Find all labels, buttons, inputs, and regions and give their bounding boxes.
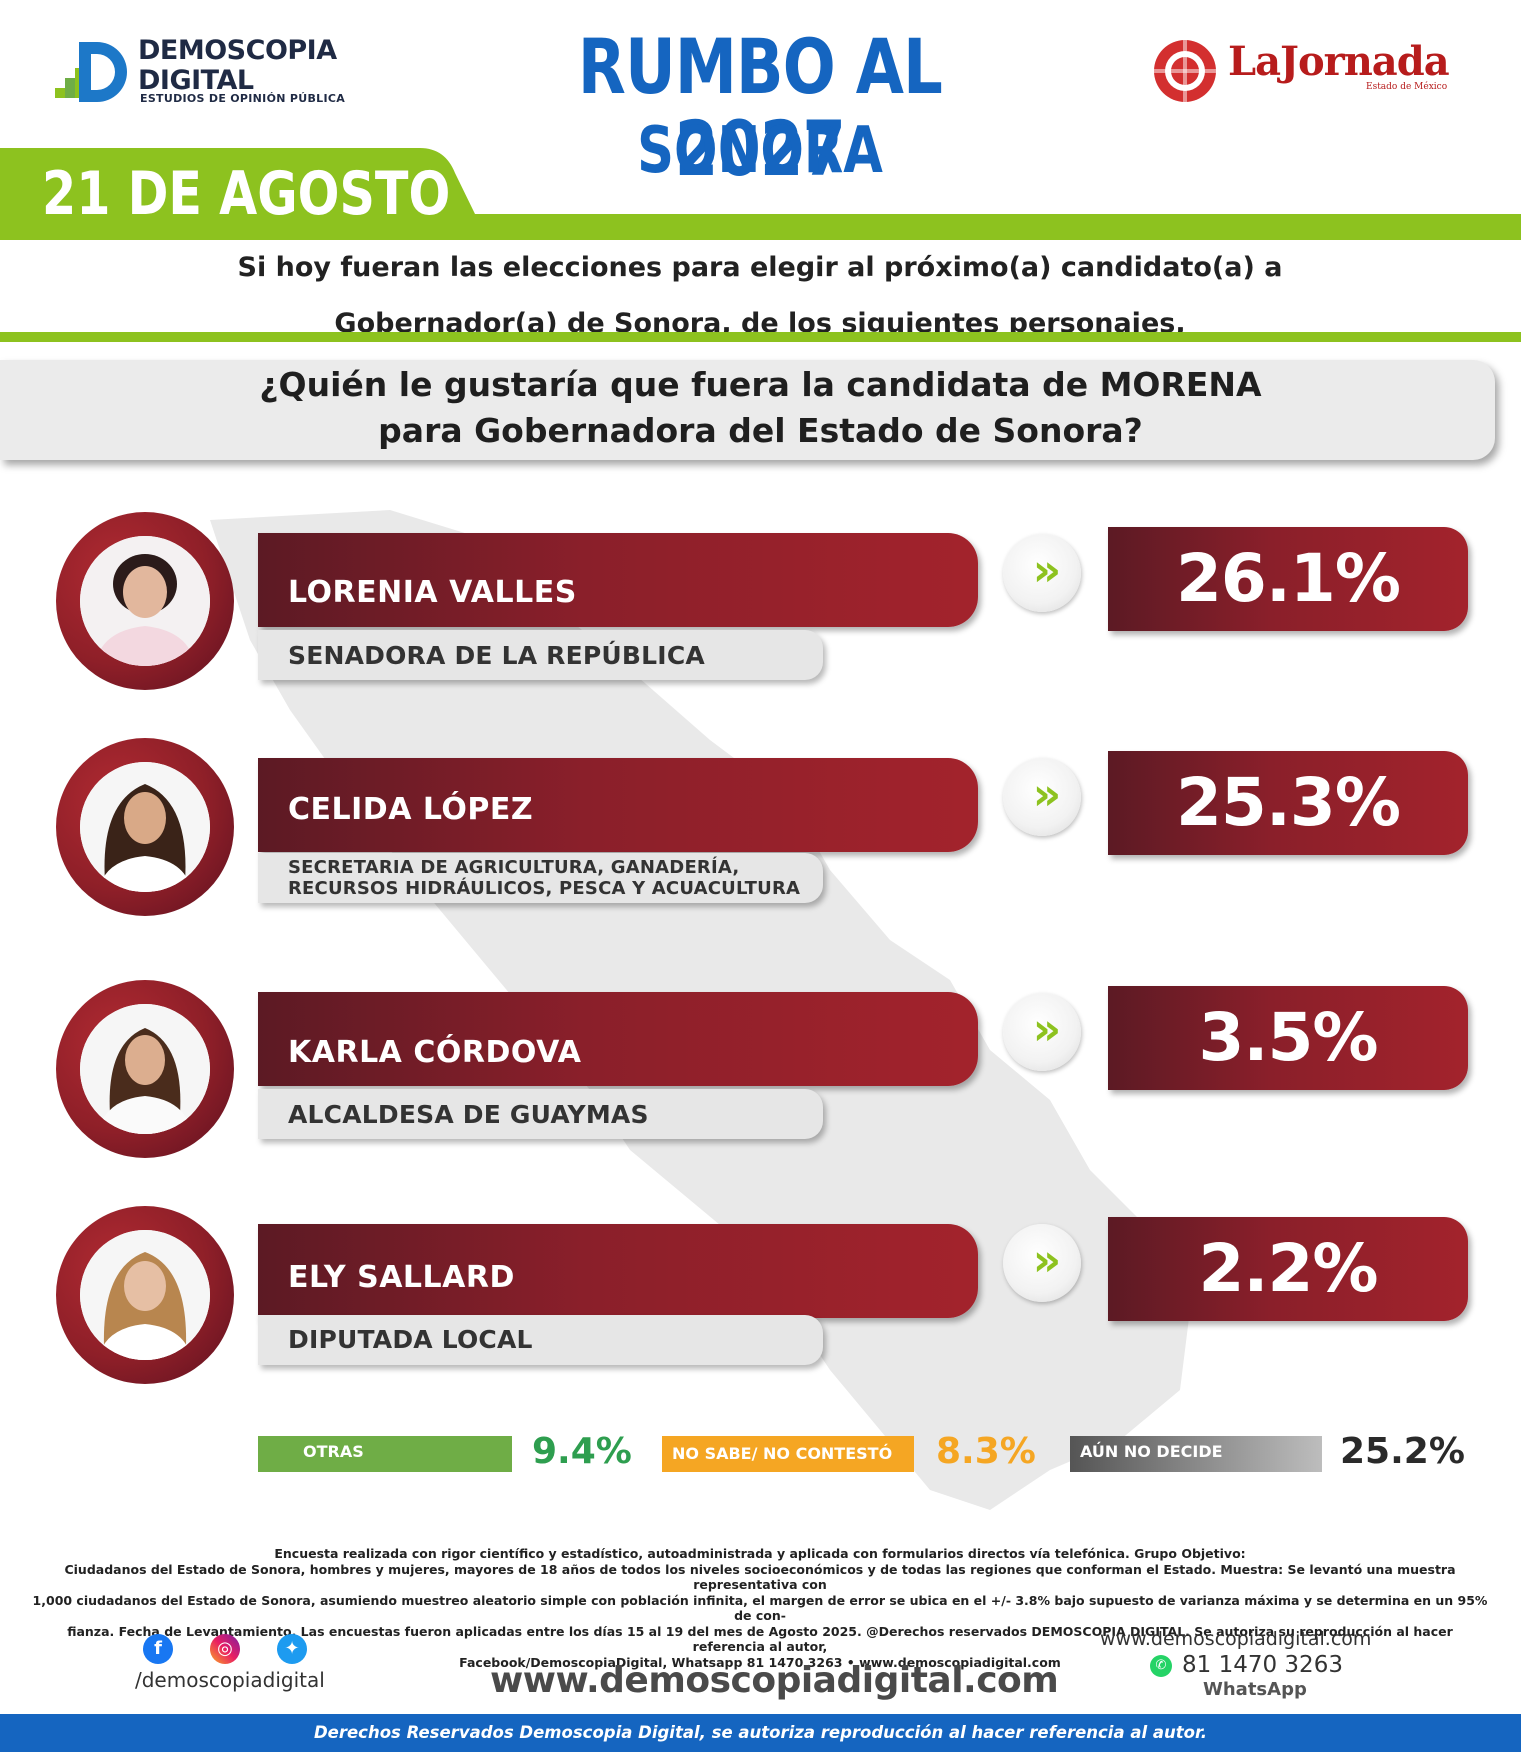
candidate-role: ALCALDESA DE GUAYMAS — [288, 1100, 649, 1129]
green-divider — [0, 214, 1521, 240]
candidate-role-line-1: SECRETARIA DE AGRICULTURA, GANADERÍA, — [288, 857, 740, 878]
pct-bar — [1108, 986, 1468, 1090]
facebook-icon[interactable]: f — [143, 1634, 173, 1664]
candidate-name: ELY SALLARD — [288, 1260, 515, 1295]
others-bar — [258, 1436, 512, 1472]
methodology-note: Encuesta realizada con rigor científico … — [30, 1546, 1490, 1670]
methodology-line-4: fianza. Fecha de Levantamiento. Las encu… — [67, 1623, 1453, 1655]
role-bar — [258, 1315, 823, 1365]
website-link[interactable]: www.demoscopiadigital.com — [490, 1660, 1059, 1701]
whatsapp-icon[interactable]: ✆ — [1150, 1655, 1172, 1677]
others-value: 9.4% — [532, 1431, 632, 1472]
no-answer-label: NO SABE/ NO CONTESTÓ — [672, 1444, 893, 1463]
name-bar — [258, 533, 978, 627]
survey-date: 21 DE AGOSTO — [42, 159, 451, 229]
question-line-2: para Gobernadora del Estado de Sonora? — [378, 411, 1143, 450]
candidate-photo — [56, 1206, 234, 1384]
candidate-name: CELIDA LÓPEZ — [288, 792, 534, 827]
portrait-frame — [80, 536, 210, 666]
pct-bar — [1108, 751, 1468, 855]
methodology-line-3: 1,000 ciudadanos del Estado de Sonora, a… — [32, 1592, 1488, 1624]
portrait-frame — [80, 1004, 210, 1134]
candidate-role: SECRETARIA DE AGRICULTURA, GANADERÍA, RE… — [288, 857, 800, 899]
brand-tagline: ESTUDIOS DE OPINIÓN PÚBLICA — [140, 92, 346, 105]
headline: RUMBO AL 2027 — [577, 22, 943, 193]
portrait-frame — [80, 762, 210, 892]
whatsapp-number[interactable]: 81 1470 3263 — [1182, 1652, 1343, 1678]
candidate-name: LORENIA VALLES — [288, 575, 577, 610]
partner-subtitle: Estado de México — [1366, 82, 1448, 92]
partner-name: LaJornada — [1228, 38, 1450, 85]
region-title: SONORA — [637, 114, 883, 188]
portrait-icon — [80, 1230, 210, 1360]
portrait-icon — [80, 762, 210, 892]
question-box — [0, 360, 1495, 460]
candidate-photo — [56, 980, 234, 1158]
role-bar — [258, 630, 823, 680]
intro-line-2: Gobernador(a) de Sonora, de los siguient… — [334, 308, 1186, 339]
undecided-bar — [1070, 1436, 1322, 1472]
pct-bar — [1108, 1217, 1468, 1321]
green-line — [0, 332, 1521, 342]
role-bar — [258, 853, 823, 903]
no-answer-value: 8.3% — [936, 1431, 1036, 1472]
others-label: OTRAS — [303, 1442, 364, 1461]
methodology-line-5: Facebook/DemoscopiaDigital, Whatsapp 81 … — [459, 1654, 1061, 1670]
candidate-role: DIPUTADA LOCAL — [288, 1325, 533, 1354]
whatsapp-label: WhatsApp — [1203, 1679, 1307, 1700]
twitter-icon[interactable]: ✦ — [277, 1634, 307, 1664]
undecided-label: AÚN NO DECIDE — [1080, 1442, 1223, 1461]
instagram-icon[interactable]: ◎ — [210, 1634, 240, 1664]
undecided-value: 25.2% — [1340, 1431, 1465, 1472]
rights-band — [0, 1714, 1521, 1752]
question-text: ¿Quién le gustaría que fuera la candidat… — [0, 362, 1521, 454]
candidate-photo — [56, 512, 234, 690]
candidate-pct: 25.3% — [1176, 764, 1401, 841]
candidate-pct: 3.5% — [1198, 999, 1378, 1076]
arrow-icon: » — [1003, 758, 1081, 836]
website-link-small[interactable]: www.demoscopiadigital.com — [1100, 1628, 1372, 1650]
candidate-role-line-2: RECURSOS HIDRÁULICOS, PESCA Y ACUACULTUR… — [288, 878, 801, 899]
la-jornada-logo-icon — [1154, 40, 1216, 102]
rights-text: Derechos Reservados Demoscopia Digital, … — [313, 1723, 1208, 1742]
social-handle[interactable]: /demoscopiadigital — [135, 1668, 325, 1692]
question-line-1: ¿Quién le gustaría que fuera la candidat… — [259, 365, 1262, 404]
name-bar — [258, 1224, 978, 1318]
portrait-icon — [80, 536, 210, 666]
candidate-role: SENADORA DE LA REPÚBLICA — [288, 641, 705, 670]
intro-line-1: Si hoy fueran las elecciones para elegir… — [237, 252, 1283, 283]
name-bar — [258, 758, 978, 852]
candidate-pct: 2.2% — [1198, 1230, 1378, 1307]
role-bar — [258, 1089, 823, 1139]
portrait-frame — [80, 1230, 210, 1360]
arrow-icon: » — [1003, 534, 1081, 612]
arrow-icon: » — [1003, 993, 1081, 1071]
methodology-line-2: Ciudadanos del Estado de Sonora, hombres… — [64, 1561, 1456, 1593]
candidate-photo — [56, 738, 234, 916]
arrow-icon: » — [1003, 1224, 1081, 1302]
portrait-icon — [80, 1004, 210, 1134]
pct-bar — [1108, 527, 1468, 631]
candidate-name: KARLA CÓRDOVA — [288, 1035, 582, 1070]
brand-name: DEMOSCOPIA DIGITAL — [138, 35, 337, 96]
name-bar — [258, 992, 978, 1086]
candidate-pct: 26.1% — [1176, 540, 1401, 617]
methodology-line-1: Encuesta realizada con rigor científico … — [274, 1546, 1246, 1561]
demoscopia-logo-icon — [55, 42, 127, 102]
no-answer-bar — [662, 1436, 914, 1472]
